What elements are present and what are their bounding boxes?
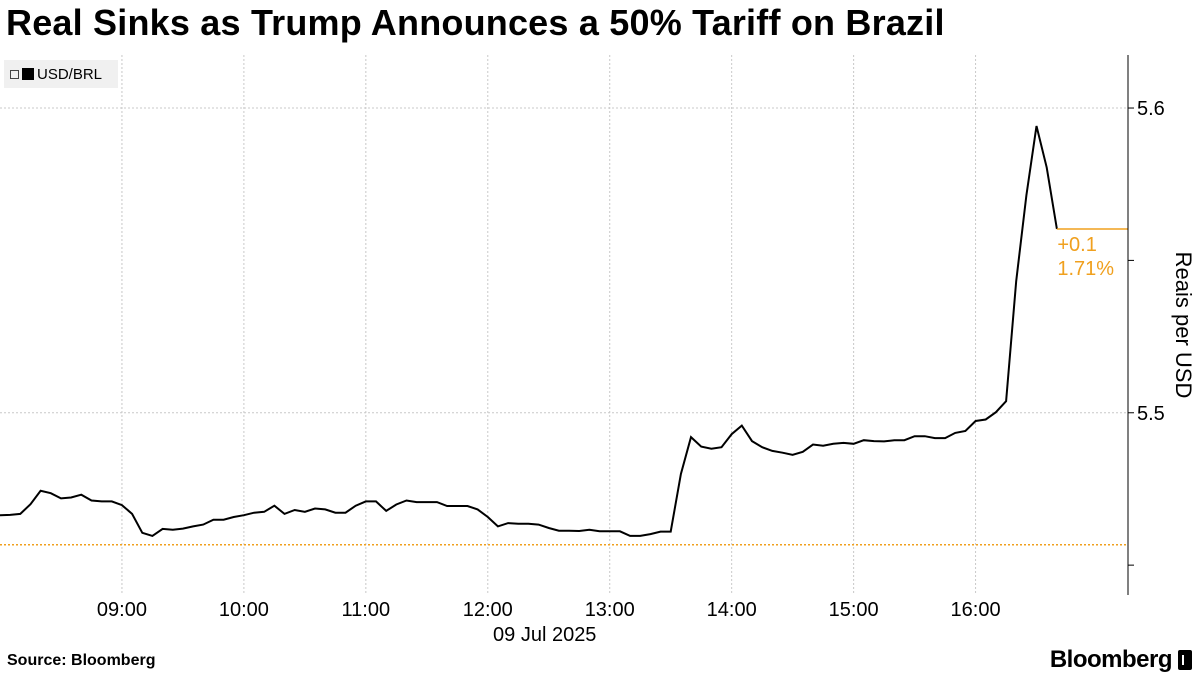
last-change-label: +0.1: [1057, 234, 1096, 256]
x-axis-ticks: 09:00 10:00 11:00 12:00 13:00 14:00 15:00 16:00: [97, 599, 1001, 621]
x-tick-label: 13:00: [585, 599, 635, 621]
x-tick-label: 12:00: [463, 599, 513, 621]
legend-toggle-icon[interactable]: [10, 69, 19, 79]
y-axis-title: Reais per USD: [1171, 252, 1196, 399]
y-tick-label: 5.5: [1137, 403, 1165, 425]
grid-lines: [0, 55, 1128, 595]
x-axis-date-label: 09 Jul 2025: [493, 624, 596, 646]
legend-label: USD/BRL: [37, 65, 103, 83]
y-axis-ticks: 5.5 5.6: [1128, 98, 1165, 566]
y-tick-label: 5.6: [1137, 98, 1165, 120]
x-tick-label: 10:00: [219, 599, 269, 621]
brand-name: Bloomberg: [1049, 646, 1173, 673]
bloomberg-icon: [1178, 650, 1192, 670]
x-tick-label: 09:00: [97, 599, 147, 621]
x-tick-label: 14:00: [707, 599, 757, 621]
legend-swatch: [22, 68, 34, 80]
chart-title: Real Sinks as Trump Announces a 50% Tari…: [6, 2, 945, 43]
x-tick-label: 16:00: [951, 599, 1001, 621]
x-tick-label: 15:00: [829, 599, 879, 621]
brand-logo: Bloomberg: [1050, 646, 1192, 674]
legend[interactable]: USD/BRL: [4, 60, 118, 88]
source-note: Source: Bloomberg: [7, 652, 156, 669]
last-pct-label: 1.71%: [1057, 258, 1114, 280]
x-tick-label: 11:00: [342, 599, 391, 621]
series-line-usd-brl: [0, 125, 1058, 537]
